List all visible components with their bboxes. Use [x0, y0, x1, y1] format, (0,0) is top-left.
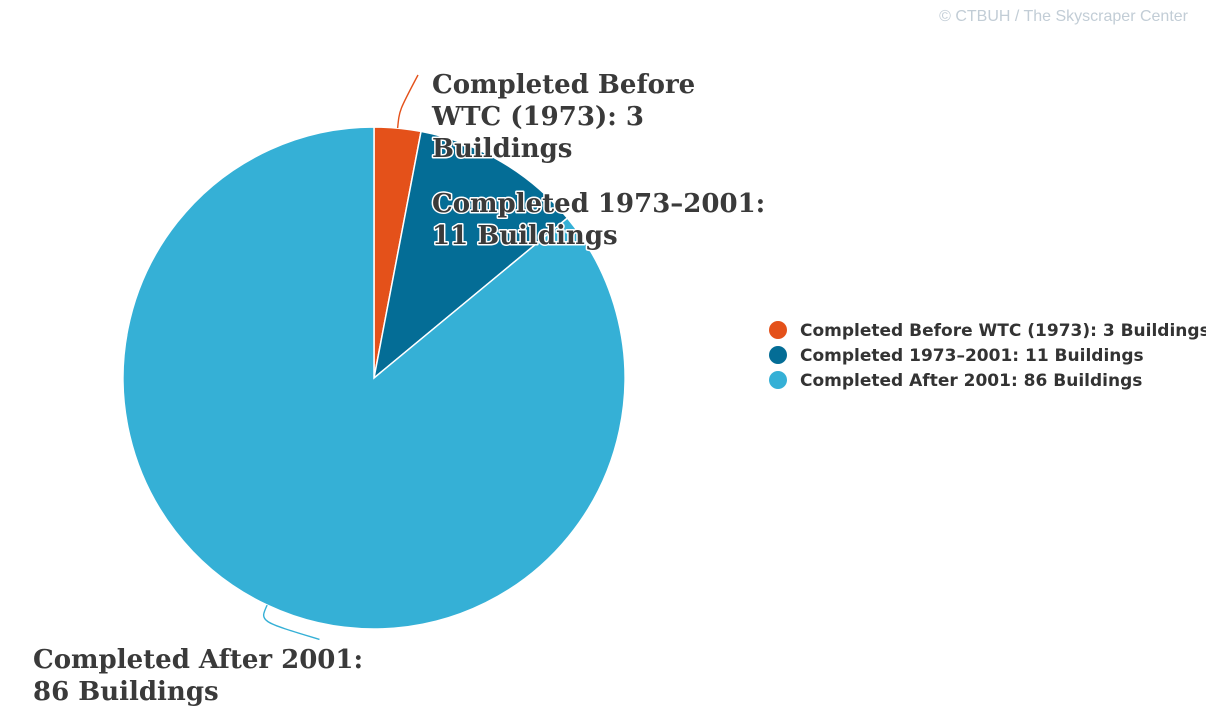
- data-label: Completed After 2001: 86 Buildings: [33, 645, 363, 707]
- pie-slices: [122, 126, 626, 630]
- legend-label: Completed After 2001: 86 Buildings: [800, 371, 1142, 391]
- data-labels: Completed Before WTC (1973): 3 Buildings Co…: [32, 69, 767, 709]
- legend-item[interactable]: Completed After 2001: 86 Buildings: [769, 371, 1142, 391]
- legend-label: Completed 1973–2001: 11 Buildings: [800, 346, 1144, 366]
- data-label: Completed 1973–2001: 11 Buildings: [432, 189, 765, 251]
- credit-text[interactable]: © CTBUH / The Skyscraper Center: [939, 8, 1188, 25]
- legend-marker: [769, 346, 787, 364]
- leader-line: [263, 604, 320, 641]
- pie-slice[interactable]: [372, 130, 569, 380]
- chart-legend: Completed Before WTC (1973): 3 Buildings…: [769, 321, 1206, 391]
- leader-lines: [263, 74, 419, 641]
- legend-item[interactable]: Completed 1973–2001: 11 Buildings: [769, 346, 1144, 366]
- pie-slice[interactable]: [122, 126, 626, 630]
- legend-marker: [769, 321, 787, 339]
- legend-label: Completed Before WTC (1973): 3 Buildings: [800, 321, 1206, 341]
- data-label: Completed Before WTC (1973): 3 Buildings: [431, 70, 695, 164]
- legend-marker: [769, 371, 787, 389]
- legend-item[interactable]: Completed Before WTC (1973): 3 Buildings: [769, 321, 1206, 341]
- leader-line: [396, 74, 419, 129]
